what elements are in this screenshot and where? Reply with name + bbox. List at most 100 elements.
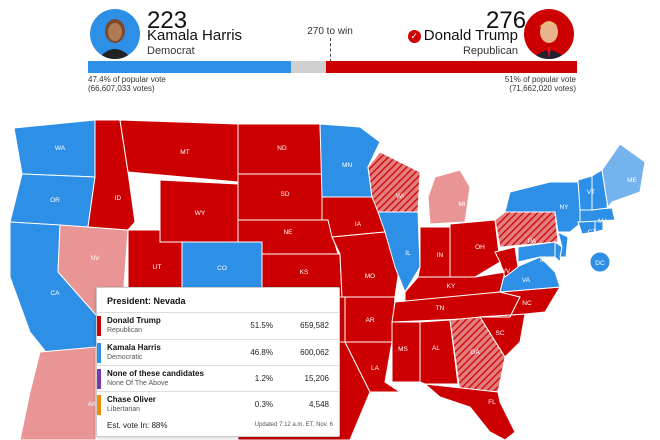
label-MS: MS xyxy=(398,346,408,353)
label-TN: TN xyxy=(436,305,445,312)
candidate-pct: 51.5% xyxy=(250,321,273,330)
trump-name-row[interactable]: ✓ Donald Trump xyxy=(407,28,518,44)
label-OR: OR xyxy=(50,197,60,204)
trump-party: Republican xyxy=(462,45,518,57)
candidate-name: Chase Oliver xyxy=(107,395,156,404)
label-AR: AR xyxy=(365,317,374,324)
label-WI: WI xyxy=(396,193,404,200)
state-OH[interactable] xyxy=(449,219,501,278)
label-LA: LA xyxy=(371,365,380,372)
label-KY: KY xyxy=(447,283,456,290)
label-RI: RI xyxy=(607,230,614,237)
label-AL: AL xyxy=(432,345,440,352)
state-DC[interactable] xyxy=(589,251,611,273)
candidate-row[interactable]: Kamala Harris Democratic 46.8% 600,062 xyxy=(97,339,339,366)
label-NJ: NJ xyxy=(571,244,579,251)
state-WI[interactable] xyxy=(367,151,421,213)
label-IN: IN xyxy=(437,252,444,259)
none-swatch xyxy=(97,369,101,389)
label-OH: OH xyxy=(475,244,485,251)
candidate-party: None Of The Above xyxy=(107,380,169,387)
candidate-pct: 0.3% xyxy=(254,400,273,409)
label-WV: WV xyxy=(500,268,511,275)
lib-swatch xyxy=(97,395,101,415)
candidate-votes: 659,582 xyxy=(300,321,329,330)
candidate-name: Donald Trump xyxy=(107,316,161,325)
label-KS: KS xyxy=(300,269,309,276)
candidate-row[interactable]: None of these candidates None Of The Abo… xyxy=(97,365,339,392)
updated-timestamp: Updated 7:12 a.m. ET, Nov. 6 xyxy=(254,422,333,428)
state-MT[interactable] xyxy=(119,119,239,183)
candidate-party: Republican xyxy=(107,327,143,334)
label-WY: WY xyxy=(195,210,206,217)
label-VT: VT xyxy=(587,189,595,196)
state-ME[interactable] xyxy=(601,143,646,210)
label-NH: NH xyxy=(606,203,616,210)
label-CT: CT xyxy=(588,229,597,236)
candidate-name: Kamala Harris xyxy=(107,343,161,352)
state-FL[interactable] xyxy=(423,383,516,440)
label-FL: FL xyxy=(488,399,496,406)
label-MI: MI xyxy=(458,201,465,208)
state-VA[interactable] xyxy=(499,256,561,293)
state-NC[interactable] xyxy=(479,286,561,318)
uncalled-bar-segment xyxy=(290,61,327,73)
state-PA[interactable] xyxy=(494,211,559,248)
harris-party: Democrat xyxy=(147,45,195,57)
candidate-pct: 1.2% xyxy=(254,374,273,383)
state-NJ[interactable] xyxy=(557,231,569,258)
results-header: 223 Kamala Harris Democrat 270 to win 27… xyxy=(0,0,660,93)
state-MD[interactable] xyxy=(517,241,556,263)
win-threshold-label: 270 to win xyxy=(307,26,353,37)
label-ID: ID xyxy=(115,195,122,202)
label-MO: MO xyxy=(365,273,375,280)
candidate-row[interactable]: Donald Trump Republican 51.5% 659,582 xyxy=(97,312,339,339)
label-NY: NY xyxy=(559,204,569,211)
trump-popular-vote: 51% of popular vote (71,662,020 votes) xyxy=(505,75,576,93)
label-NE: NE xyxy=(283,229,293,236)
rep-swatch xyxy=(97,316,101,336)
label-SD: SD xyxy=(280,191,289,198)
harris-avatar[interactable] xyxy=(90,9,140,59)
label-PA: PA xyxy=(528,238,537,245)
candidate-party: Libertarian xyxy=(107,406,141,413)
label-WA: WA xyxy=(55,145,66,152)
state-IN[interactable] xyxy=(417,226,451,278)
harris-popular-count: (66,607,033 votes) xyxy=(88,84,155,93)
state-AL[interactable] xyxy=(419,319,459,385)
label-NC: NC xyxy=(522,300,532,307)
label-MT: MT xyxy=(180,149,189,156)
state-AK[interactable] xyxy=(19,346,97,440)
candidate-pct: 46.8% xyxy=(250,348,273,357)
label-UT: UT xyxy=(153,264,162,271)
label-GA: GA xyxy=(470,349,480,356)
trump-electoral-votes: 276 xyxy=(486,7,527,34)
dem-swatch xyxy=(97,343,101,363)
state-MI[interactable] xyxy=(427,169,471,225)
dem-bar-segment xyxy=(88,61,291,73)
harris-name[interactable]: Kamala Harris xyxy=(147,27,243,44)
label-DE: DE xyxy=(557,260,567,267)
win-threshold-marker xyxy=(330,38,331,62)
trump-popular-count: (71,662,020 votes) xyxy=(509,84,576,93)
candidate-row[interactable]: Chase Oliver Libertarian 0.3% 4,548 xyxy=(97,391,339,418)
label-VA: VA xyxy=(522,277,531,284)
label-MA: MA xyxy=(598,218,608,225)
state-LA[interactable] xyxy=(344,341,402,393)
label-IL: IL xyxy=(405,250,411,257)
candidate-name: None of these candidates xyxy=(107,369,204,378)
label-NV: NV xyxy=(90,255,100,262)
rep-bar-segment xyxy=(326,61,577,73)
state-NY[interactable] xyxy=(504,181,583,233)
candidate-votes: 15,206 xyxy=(304,374,329,383)
winner-check-icon: ✓ xyxy=(407,30,421,43)
label-DC: DC xyxy=(595,260,605,267)
label-AK: AK xyxy=(88,401,97,408)
trump-avatar[interactable] xyxy=(524,9,574,59)
label-ND: ND xyxy=(277,145,287,152)
label-CA: CA xyxy=(50,290,60,297)
harris-electoral-votes: 223 xyxy=(147,7,188,34)
state-WV[interactable] xyxy=(494,246,519,278)
trump-popular-pct: 51% of popular vote xyxy=(504,75,576,84)
est-vote-in: Est. vote In: 88% xyxy=(107,421,168,430)
